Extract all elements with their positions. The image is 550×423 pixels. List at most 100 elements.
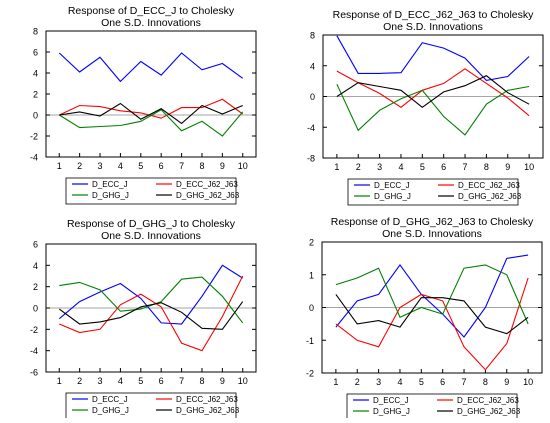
y-tick-label: 4 — [33, 261, 38, 271]
x-tick-label: 4 — [118, 376, 123, 386]
legend-label: D_ECC_J62_J63 — [176, 395, 238, 404]
x-tick-label: 9 — [504, 377, 509, 387]
legend-item: D_GHG_J62_J63 — [156, 191, 240, 200]
x-tick-label: 9 — [220, 161, 225, 171]
legend-label: D_GHG_J62_J63 — [176, 406, 240, 415]
x-tick-label: 3 — [98, 376, 103, 386]
legend-item: D_ECC_J62_J63 — [156, 180, 238, 189]
legend-label: D_GHG_J — [373, 407, 410, 416]
x-tick-label: 7 — [463, 162, 468, 172]
x-tick-label: 10 — [523, 377, 533, 387]
legend-label: D_ECC_J — [92, 395, 128, 404]
x-tick-label: 5 — [420, 162, 425, 172]
y-tick-label: -4 — [307, 123, 315, 133]
legend-label: D_GHG_J62_J63 — [457, 407, 521, 416]
x-tick-label: 5 — [138, 376, 143, 386]
y-tick-label: 0 — [33, 304, 38, 314]
y-tick-label: -2 — [30, 132, 38, 142]
x-tick-label: 10 — [524, 162, 534, 172]
y-tick-label: -6 — [30, 368, 38, 378]
legend: D_ECC_J D_ECC_J62_J63 D_GHG_J D_GHG_J62_J63 — [346, 393, 521, 421]
y-tick-label: -4 — [30, 153, 38, 163]
legend-item: D_GHG_J62_J63 — [438, 192, 522, 201]
series-line-d-ecc-j — [58, 264, 243, 325]
x-tick-label: 9 — [220, 376, 225, 386]
chart-title: Response of D_ECC_J62_J63 to Cholesky — [333, 9, 535, 21]
legend-label: D_GHG_J — [92, 406, 129, 415]
chart-subtitle: One S.D. Innovations — [101, 230, 201, 242]
series-line-d-ghg-j62-j63 — [336, 75, 530, 108]
x-tick-label: 10 — [238, 161, 248, 171]
legend-label: D_ECC_J62_J63 — [176, 180, 238, 189]
plot-frame — [45, 30, 257, 158]
x-tick-label: 4 — [397, 377, 402, 387]
x-tick-label: 1 — [57, 161, 62, 171]
chart-title: Response of D_ECC_J to Cholesky — [68, 5, 235, 17]
x-tick-label: 7 — [462, 377, 467, 387]
legend-item: D_GHG_J — [354, 192, 411, 201]
series-line-d-ghg-j — [335, 264, 529, 325]
chart-title: Response of D_GHG_J62_J63 to Cholesky — [331, 216, 534, 228]
legend: D_ECC_J D_ECC_J62_J63 D_GHG_J D_GHG_J62_J63 — [65, 392, 240, 420]
series-line-d-ghg-j62-j63 — [59, 102, 243, 125]
x-tick-label: 3 — [376, 377, 381, 387]
legend-item: D_GHG_J — [72, 191, 129, 200]
x-tick-label: 5 — [419, 377, 424, 387]
series-line-d-ecc-j — [335, 254, 529, 338]
x-tick-label: 8 — [199, 161, 204, 171]
y-tick-label: 1 — [309, 270, 314, 280]
x-tick-label: 3 — [98, 161, 103, 171]
y-tick-label: 2 — [33, 282, 38, 292]
y-tick-label: 4 — [33, 69, 38, 79]
series-line-d-ghg-j — [59, 109, 244, 137]
y-tick-label: 8 — [33, 27, 38, 37]
x-tick-label: 6 — [441, 162, 446, 172]
y-tick-label: 4 — [310, 61, 315, 71]
x-tick-label: 4 — [118, 161, 123, 171]
y-tick-label: 2 — [309, 238, 314, 248]
chart-title: Response of D_GHG_J to Cholesky — [67, 218, 236, 230]
series-line-d-ghg-j — [336, 83, 530, 136]
chart-panel-4: Response of D_GHG_J62_J63 to CholeskyOne… — [306, 216, 543, 421]
y-tick-label: 0 — [33, 111, 38, 121]
legend-item: D_GHG_J62_J63 — [156, 406, 240, 415]
legend-label: D_GHG_J62_J63 — [458, 192, 522, 201]
legend-box — [346, 393, 518, 421]
x-tick-label: 1 — [333, 377, 338, 387]
chart-subtitle: One S.D. Innovations — [382, 228, 482, 240]
x-tick-label: 6 — [440, 377, 445, 387]
x-tick-label: 10 — [238, 376, 248, 386]
legend-box — [347, 178, 519, 206]
chart-subtitle: One S.D. Innovations — [383, 21, 483, 33]
legend-item: D_GHG_J62_J63 — [437, 407, 521, 416]
x-tick-label: 1 — [57, 376, 62, 386]
x-tick-label: 1 — [334, 162, 339, 172]
x-tick-label: 8 — [199, 376, 204, 386]
legend-item: D_ECC_J62_J63 — [437, 396, 519, 405]
y-tick-label: 8 — [310, 31, 315, 41]
legend-label: D_GHG_J — [374, 192, 411, 201]
x-tick-label: 2 — [77, 161, 82, 171]
x-tick-label: 8 — [484, 162, 489, 172]
legend-item: D_ECC_J62_J63 — [438, 181, 520, 190]
x-tick-label: 8 — [483, 377, 488, 387]
y-tick-label: -2 — [306, 369, 314, 379]
x-tick-label: 2 — [356, 162, 361, 172]
y-tick-label: 0 — [309, 303, 314, 313]
series-line-d-ghg-j62-j63 — [335, 294, 529, 335]
legend-box — [65, 177, 237, 205]
legend-item: D_GHG_J — [72, 406, 129, 415]
series-line-d-ghg-j62-j63 — [58, 301, 244, 330]
legend-item: D_ECC_J — [353, 396, 409, 405]
legend-label: D_GHG_J62_J63 — [176, 191, 240, 200]
legend: D_ECC_J D_ECC_J62_J63 D_GHG_J D_GHG_J62_J63 — [65, 177, 240, 205]
x-tick-label: 7 — [179, 376, 184, 386]
legend-item: D_ECC_J62_J63 — [156, 395, 238, 404]
legend-label: D_ECC_J — [92, 180, 128, 189]
x-tick-label: 7 — [179, 161, 184, 171]
legend-label: D_ECC_J62_J63 — [458, 181, 520, 190]
legend: D_ECC_J D_ECC_J62_J63 D_GHG_J D_GHG_J62_J63 — [347, 178, 522, 206]
x-tick-label: 6 — [159, 161, 164, 171]
